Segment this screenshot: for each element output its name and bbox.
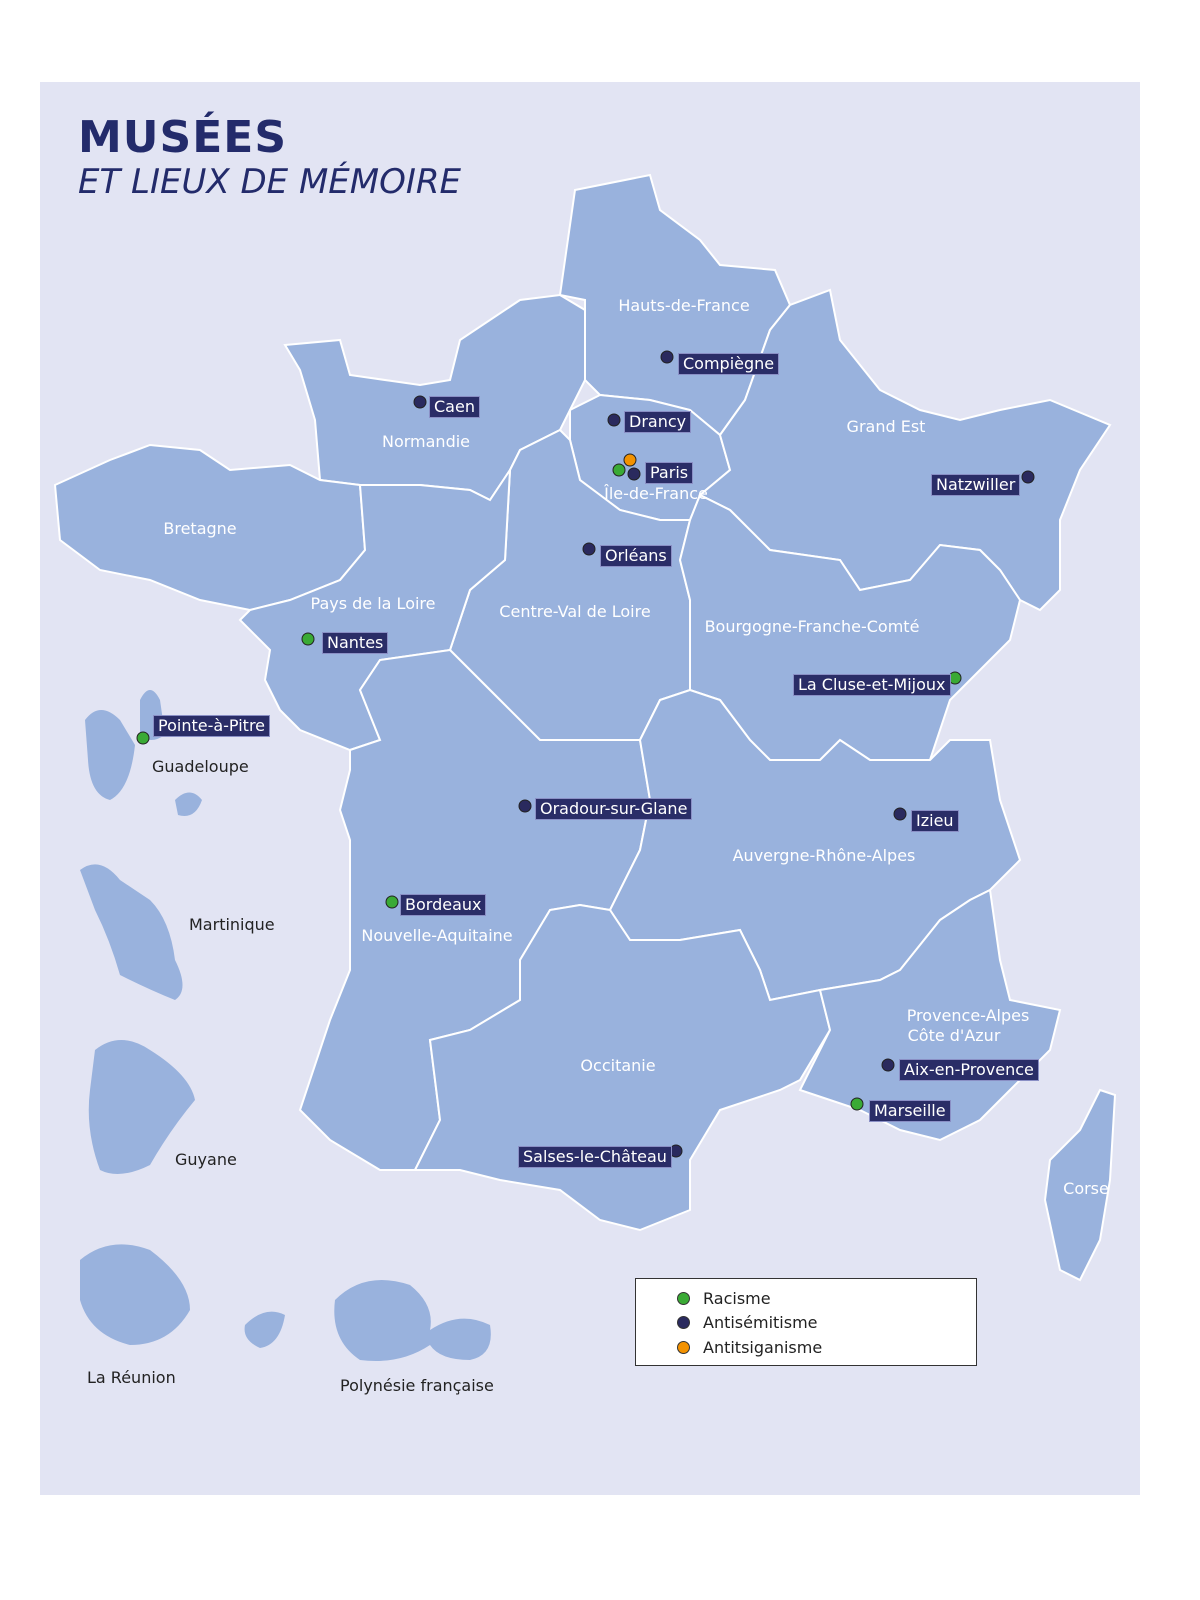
antisemitisme-marker[interactable]	[413, 395, 427, 409]
legend: Racisme Antisémitisme Antitsiganisme	[635, 1278, 977, 1366]
place-label-nantes[interactable]: Nantes	[322, 632, 389, 654]
region-label: Occitanie	[580, 1056, 656, 1075]
overseas-label: La Réunion	[87, 1368, 176, 1387]
region-label: Côte d'Azur	[907, 1026, 1001, 1045]
place-label-paris[interactable]: Paris	[645, 462, 694, 484]
place-label-oradour-sur-glane[interactable]: Oradour-sur-Glane	[535, 798, 693, 820]
place-label-la-cluse-et-mijoux[interactable]: La Cluse-et-Mijoux	[793, 674, 951, 696]
region-label: Grand Est	[846, 417, 926, 436]
antisemitisme-marker[interactable]	[582, 542, 596, 556]
place-label-caen[interactable]: Caen	[429, 396, 480, 418]
region-label: Normandie	[381, 432, 471, 451]
place-label-drancy[interactable]: Drancy	[624, 411, 692, 433]
navy-dot-icon	[677, 1316, 690, 1329]
racisme-marker[interactable]	[850, 1097, 864, 1111]
region-label: Auvergne-Rhône-Alpes	[732, 846, 916, 865]
region-label: Pays de la Loire	[310, 594, 436, 613]
antisemitisme-marker[interactable]	[518, 799, 532, 813]
place-label-salses-le-chateau[interactable]: Salses-le-Château	[518, 1146, 672, 1168]
place-label-natzwiller[interactable]: Natzwiller	[931, 474, 1021, 496]
antisemitisme-marker[interactable]	[607, 413, 621, 427]
region-pays-de-la-loire	[238, 466, 512, 752]
map-subtitle: ET LIEUX DE MÉMOIRE	[78, 162, 462, 202]
antisemitisme-marker[interactable]	[627, 467, 641, 481]
racisme-marker[interactable]	[612, 463, 626, 477]
place-label-marseille[interactable]: Marseille	[869, 1100, 951, 1122]
overseas-label: Guyane	[175, 1150, 237, 1169]
green-dot-icon	[677, 1292, 690, 1305]
racisme-marker[interactable]	[301, 632, 315, 646]
overseas-label: Guadeloupe	[152, 757, 249, 776]
antisemitisme-marker[interactable]	[893, 807, 907, 821]
antisemitisme-marker[interactable]	[660, 350, 674, 364]
island-reunion	[80, 1244, 285, 1348]
island-martinique	[80, 864, 183, 1000]
place-label-aix-en-provence[interactable]: Aix-en-Provence	[899, 1059, 1039, 1081]
region-label: Provence-Alpes	[906, 1006, 1030, 1025]
antisemitisme-marker[interactable]	[1021, 470, 1035, 484]
region-label: Bourgogne-Franche-Comté	[704, 617, 920, 636]
place-label-izieu[interactable]: Izieu	[911, 810, 959, 832]
region-label: Corse	[1063, 1179, 1109, 1198]
overseas-label: Polynésie française	[340, 1376, 494, 1395]
legend-label: Antisémitisme	[703, 1313, 818, 1332]
island-guadeloupe	[85, 690, 202, 816]
place-label-orleans[interactable]: Orléans	[600, 545, 672, 567]
overseas-islands	[80, 690, 491, 1361]
region-corse	[1043, 1088, 1117, 1282]
legend-item-antisemitisme: Antisémitisme	[677, 1313, 818, 1332]
antisemitisme-marker[interactable]	[881, 1058, 895, 1072]
region-label: Bretagne	[163, 519, 237, 538]
racisme-marker[interactable]	[385, 895, 399, 909]
region-label: Centre-Val de Loire	[499, 602, 651, 621]
region-label: Île-de-France	[604, 484, 708, 503]
island-guyane	[88, 1040, 195, 1174]
legend-item-racisme: Racisme	[677, 1289, 771, 1308]
region-label: Hauts-de-France	[618, 296, 750, 315]
legend-label: Racisme	[703, 1289, 771, 1308]
place-label-compiegne[interactable]: Compiègne	[678, 353, 780, 375]
racisme-marker[interactable]	[136, 731, 150, 745]
legend-item-antitsiganisme: Antitsiganisme	[677, 1338, 823, 1357]
place-label-pointe-a-pitre[interactable]: Pointe-à-Pitre	[153, 715, 271, 737]
orange-dot-icon	[677, 1341, 690, 1354]
antitsiganisme-marker[interactable]	[623, 453, 637, 467]
place-label-bordeaux[interactable]: Bordeaux	[400, 894, 487, 916]
legend-label: Antitsiganisme	[703, 1338, 823, 1357]
map-title: MUSÉES	[78, 112, 288, 163]
region-label: Nouvelle-Aquitaine	[361, 926, 513, 945]
overseas-label: Martinique	[189, 915, 275, 934]
island-polynesie	[334, 1280, 491, 1361]
